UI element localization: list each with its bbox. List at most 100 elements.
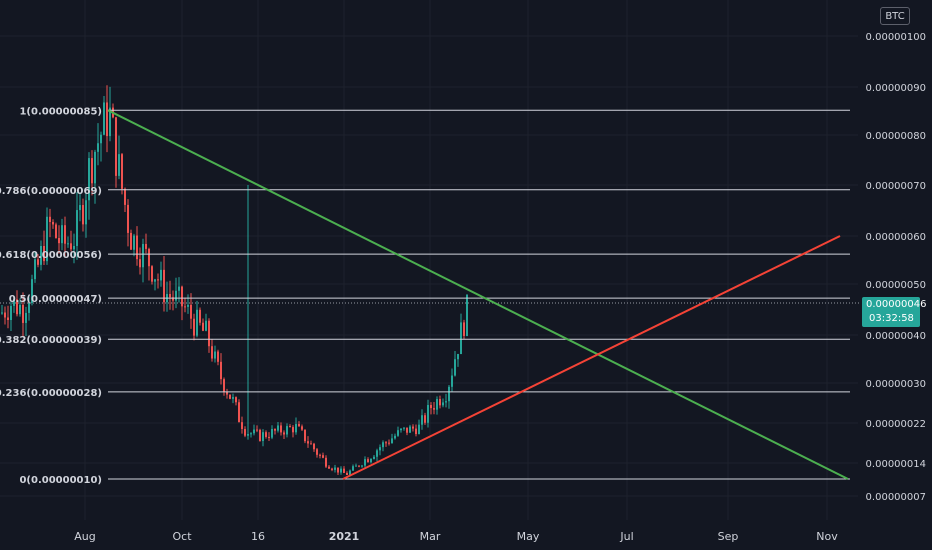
candle-body [454, 359, 456, 376]
candle-body [286, 426, 288, 435]
candle [55, 222, 57, 239]
fib-level-label: 0.618(0.00000056) [0, 250, 102, 261]
candle-body [100, 134, 102, 144]
candle-body [133, 235, 135, 250]
candle-body [184, 306, 186, 308]
candle-body [10, 305, 12, 321]
candle-body [148, 248, 150, 267]
price-axis: 0.00000100 0.00000090 0.00000080 0.00000070… [866, 32, 926, 503]
candle [61, 218, 63, 251]
candle-body [268, 436, 270, 438]
candle-body [91, 158, 93, 184]
candle [139, 247, 141, 275]
candle [196, 300, 198, 338]
candle [292, 425, 294, 438]
candle-body [52, 221, 54, 225]
candle-body [124, 188, 126, 205]
candle-body [394, 435, 396, 439]
time-axis-tick: 16 [251, 530, 265, 543]
candle-body [88, 158, 90, 201]
candle [397, 426, 399, 437]
time-axis-tick: Aug [74, 530, 95, 543]
candle-body [397, 430, 399, 436]
candle [220, 353, 222, 385]
candle [82, 198, 84, 232]
candle [109, 86, 111, 142]
candle-body [190, 304, 192, 319]
candle-body [418, 424, 420, 435]
candle-body [223, 379, 225, 392]
candle [316, 447, 318, 458]
time-axis-tick: Oct [172, 530, 192, 543]
candle-body [307, 441, 309, 444]
time-axis-tick: Nov [816, 530, 838, 543]
grid [0, 0, 858, 520]
candle [409, 424, 411, 433]
candle [379, 444, 381, 456]
candle-body [319, 454, 321, 456]
candle-body [442, 402, 444, 406]
candle [208, 318, 210, 353]
candle-body [49, 216, 51, 222]
price-axis-tick: 0.00000090 [866, 83, 926, 94]
candle-body [172, 297, 174, 301]
currency-badge[interactable]: BTC [880, 7, 910, 25]
candle [418, 419, 420, 435]
candle-body [136, 235, 138, 260]
candle-body [370, 458, 372, 463]
candle-body [169, 294, 171, 298]
candle [367, 457, 369, 463]
candle-body [367, 459, 369, 463]
candle [43, 230, 45, 265]
candle [34, 252, 36, 283]
candle [286, 423, 288, 438]
candle-body [127, 204, 129, 233]
candle-body [340, 468, 342, 473]
candle [346, 471, 348, 476]
candle [373, 455, 375, 460]
candle [298, 421, 300, 427]
candle-body [79, 205, 81, 211]
price-axis-tick: 0.00000014 [866, 459, 926, 470]
candle-body [121, 154, 123, 189]
candle [355, 463, 357, 467]
candle-body [103, 102, 105, 135]
candle [331, 467, 333, 472]
candle [121, 152, 123, 195]
candle-body [280, 425, 282, 433]
candle-body [154, 279, 156, 282]
candle [151, 265, 153, 285]
candle-body [289, 426, 291, 428]
candle [427, 399, 429, 428]
candle [424, 412, 426, 425]
candle [193, 313, 195, 341]
candle [211, 338, 213, 362]
candle-body [109, 107, 111, 137]
candle [31, 274, 33, 306]
candle [25, 306, 27, 337]
candle-body [271, 428, 273, 438]
candle-body [145, 243, 147, 249]
price-axis-tick: 0.00000080 [866, 131, 926, 142]
candle-body [61, 225, 63, 244]
candle [49, 208, 51, 238]
price-axis-tick: 0.00000100 [866, 32, 926, 43]
candle [160, 261, 162, 287]
candle [364, 456, 366, 469]
candle-body [439, 399, 441, 406]
candle-body [358, 465, 360, 467]
candle [274, 428, 276, 435]
candle [235, 396, 237, 406]
candle [184, 297, 186, 313]
candle [64, 216, 66, 258]
candle [142, 238, 144, 283]
candle [73, 233, 75, 264]
candle-body [262, 432, 264, 441]
candle [301, 424, 303, 431]
candle [295, 417, 297, 435]
candle-body [376, 450, 378, 457]
candle [22, 292, 24, 337]
candle-body [427, 405, 429, 423]
